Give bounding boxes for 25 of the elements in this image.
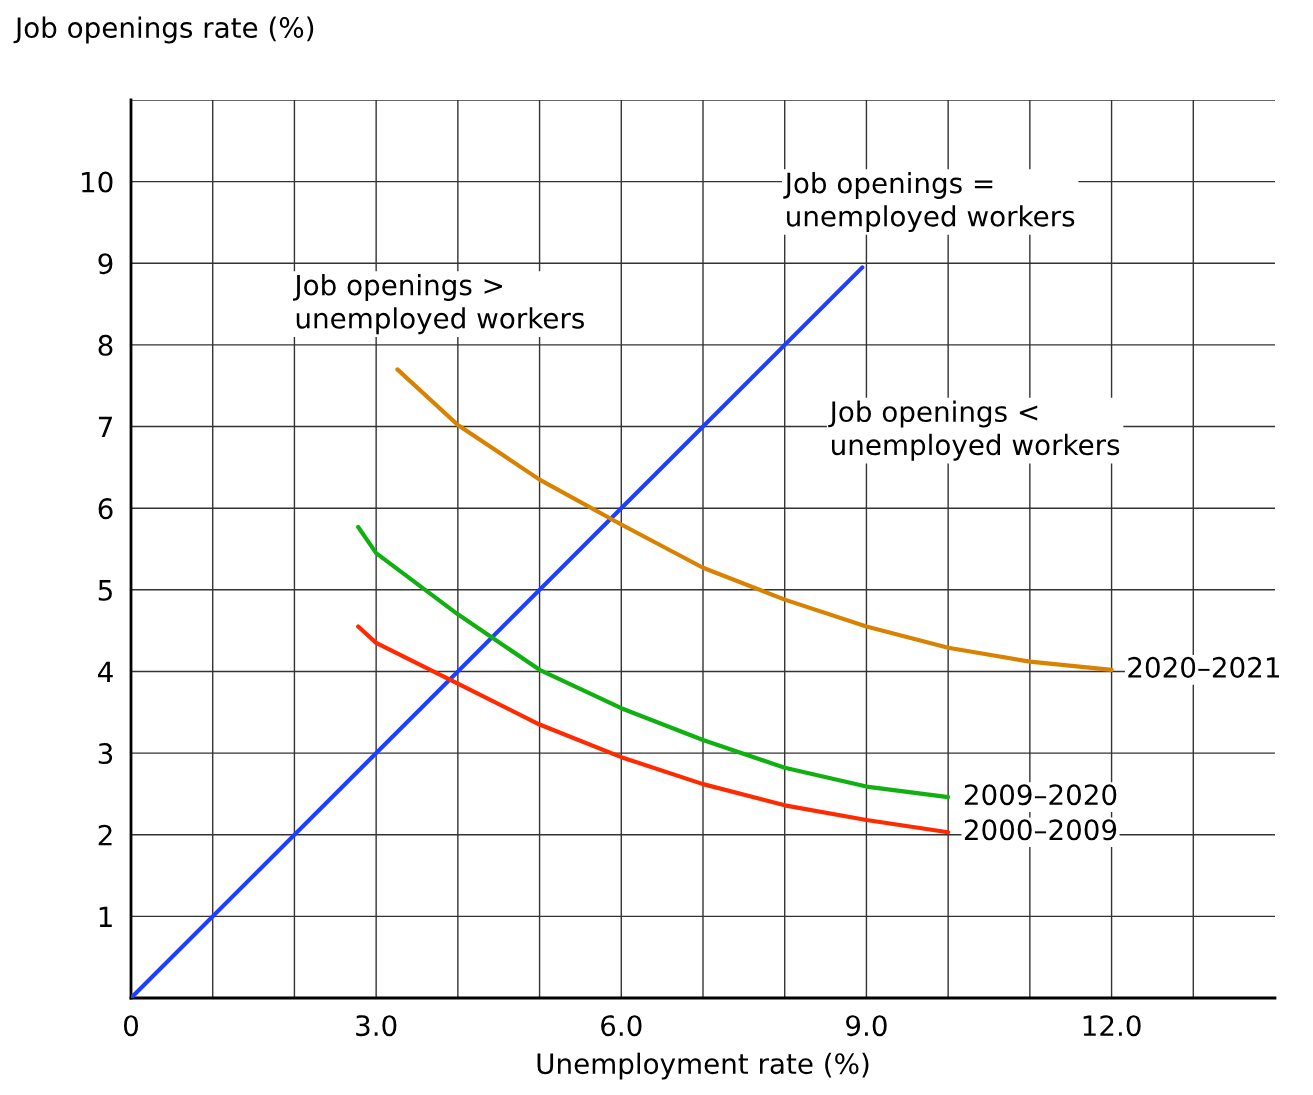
x-axis-title: Unemployment rate (%) bbox=[537, 1052, 869, 1080]
y-tick-label: 10 bbox=[82, 171, 113, 193]
y-tick-label: 5 bbox=[98, 580, 112, 601]
y-tick-label: 9 bbox=[98, 253, 113, 275]
series-label: 2009–2020 bbox=[964, 784, 1117, 806]
y-tick-label: 3 bbox=[98, 743, 113, 765]
line-series bbox=[356, 524, 951, 800]
x-tick-label: 12.0 bbox=[1083, 1015, 1141, 1037]
x-tick-label: 3.0 bbox=[356, 1015, 397, 1037]
x-tick-label: 9.0 bbox=[846, 1015, 887, 1037]
series-label: 2020–2021 bbox=[1128, 656, 1279, 678]
y-tick-label: 2 bbox=[98, 824, 112, 846]
line-series bbox=[356, 624, 951, 835]
annotation: Job openings < unemployed workers bbox=[828, 400, 1120, 461]
series-label: 2000–2009 bbox=[964, 819, 1117, 841]
x-tick-label: 0 bbox=[123, 1015, 138, 1037]
y-axis-title: Job openings rate (%) bbox=[13, 16, 314, 44]
x-tick-label: 6.0 bbox=[601, 1015, 642, 1037]
y-tick-label: 6 bbox=[98, 498, 113, 520]
annotation: Job openings = unemployed workers bbox=[783, 172, 1075, 233]
y-tick-label: 1 bbox=[99, 906, 112, 927]
y-tick-label: 7 bbox=[98, 416, 112, 438]
y-tick-label: 8 bbox=[98, 334, 113, 356]
y-tick-label: 4 bbox=[98, 661, 113, 683]
annotation: Job openings > unemployed workers bbox=[292, 274, 584, 335]
